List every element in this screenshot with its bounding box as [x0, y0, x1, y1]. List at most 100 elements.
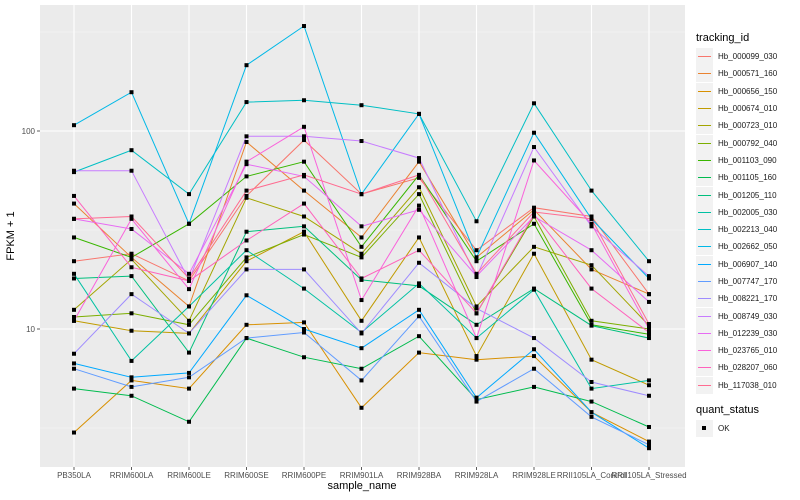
data-point	[589, 224, 594, 229]
data-point	[302, 24, 306, 29]
data-point	[302, 355, 306, 360]
data-point	[417, 111, 421, 116]
legend-label: Hb_023765_010	[718, 346, 778, 356]
data-point	[187, 192, 191, 197]
data-point	[129, 216, 134, 221]
data-point	[302, 134, 306, 139]
legend-line-icon	[696, 65, 713, 83]
data-point	[302, 330, 306, 335]
data-point	[647, 299, 651, 304]
data-point	[647, 424, 651, 429]
legend-line-icon	[696, 203, 713, 221]
data-point	[129, 311, 134, 316]
legend-item: Hb_002213_040	[696, 221, 796, 239]
data-point	[474, 306, 479, 311]
color-legend: tracking_id Hb_000099_030 Hb_000571_160 Hb…	[696, 32, 796, 394]
data-point	[302, 224, 306, 229]
data-point	[359, 235, 364, 240]
data-point	[302, 172, 306, 177]
legend-item: Hb_001103_090	[696, 151, 796, 169]
data-point	[474, 354, 479, 359]
data-point	[589, 263, 594, 268]
data-point	[647, 446, 651, 451]
data-point	[359, 244, 364, 249]
data-point	[417, 185, 421, 190]
legend-line-icon	[696, 324, 713, 342]
data-point	[589, 323, 594, 328]
x-axis: PB350LA RRIM600LA RRIM600LE RRIM600SE RRIM60…	[57, 467, 687, 480]
data-point	[647, 442, 651, 447]
data-point	[474, 357, 479, 362]
legend-line-icon	[696, 376, 713, 394]
legend-line-icon	[696, 48, 713, 66]
data-point	[302, 286, 306, 291]
data-point	[589, 221, 594, 226]
point-icon	[696, 420, 713, 438]
legend-line-icon	[696, 238, 713, 256]
data-point	[532, 287, 536, 292]
data-point	[302, 320, 306, 325]
data-point	[647, 336, 651, 341]
data-points	[72, 24, 651, 451]
legend-line-icon	[696, 307, 713, 325]
data-point	[359, 251, 364, 256]
data-point	[417, 172, 421, 177]
legend-item: Hb_001205_110	[696, 186, 796, 204]
data-point	[72, 361, 76, 366]
legend-line-icon	[696, 273, 713, 290]
data-point	[129, 274, 134, 279]
data-point	[359, 405, 364, 410]
data-point	[647, 378, 651, 383]
data-point	[72, 430, 76, 435]
data-point	[589, 318, 594, 323]
x-tick-label: RRIM928BA	[397, 471, 442, 480]
data-point	[474, 255, 479, 260]
data-point	[129, 328, 134, 333]
legend-item: Hb_000656_150	[696, 82, 796, 100]
legend-label: Hb_001105_160	[718, 173, 777, 183]
data-point	[474, 274, 479, 279]
data-point	[532, 209, 536, 214]
legend-label: OK	[718, 424, 730, 434]
legend-item: Hb_012239_030	[696, 324, 796, 342]
data-point	[244, 322, 249, 327]
data-point	[72, 386, 76, 391]
data-point	[244, 229, 249, 234]
data-point	[359, 366, 364, 371]
x-tick-label: RRIM928LE	[512, 471, 556, 480]
x-tick-label: RRIM600LA	[110, 471, 154, 480]
legend-line-icon	[696, 290, 713, 308]
data-point	[129, 251, 134, 256]
legend-label: Hb_001205_110	[718, 190, 777, 200]
data-point	[302, 214, 306, 219]
x-tick-label: RRIM928LA	[455, 471, 499, 480]
legend-item: Hb_008749_030	[696, 307, 796, 325]
data-point	[417, 334, 421, 339]
data-point	[72, 366, 76, 371]
legend-label: Hb_117038_010	[718, 380, 777, 390]
data-point	[532, 205, 536, 210]
data-point	[129, 358, 134, 363]
data-point	[417, 156, 421, 161]
data-point	[359, 192, 364, 197]
legend-label: Hb_000674_010	[718, 104, 778, 114]
data-point	[302, 232, 306, 237]
legend-label: Hb_008749_030	[718, 311, 778, 321]
data-point	[244, 134, 249, 139]
shape-legend-title: quant_status	[696, 404, 759, 416]
data-point	[244, 267, 249, 272]
data-point	[417, 207, 421, 212]
y-tick-label: 100	[22, 127, 36, 136]
data-point	[72, 271, 76, 276]
data-point	[72, 123, 76, 128]
legend-item: Hb_002005_030	[696, 203, 796, 221]
legend-item: Hb_028207_060	[696, 359, 796, 377]
data-point	[244, 162, 249, 167]
data-point	[647, 439, 651, 444]
data-point	[532, 212, 536, 217]
legend-label: Hb_012239_030	[718, 328, 778, 338]
data-point	[589, 399, 594, 404]
shape-legend-item: OK	[696, 420, 759, 438]
y-tick-label: 10	[26, 325, 35, 334]
